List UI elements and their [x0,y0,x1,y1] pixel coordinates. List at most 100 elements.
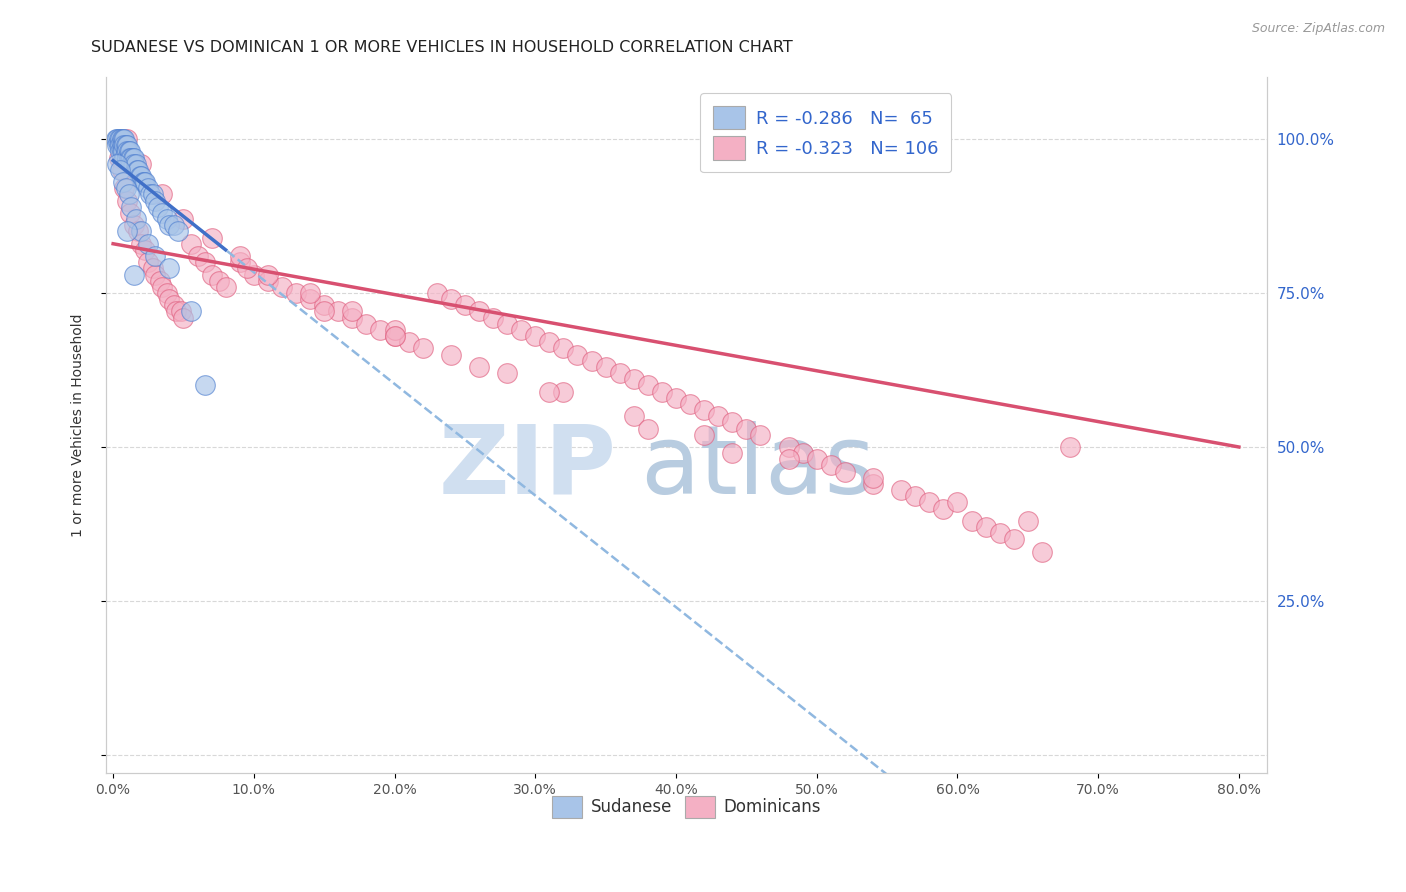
Point [169,304,191,318]
Point [132,175,155,189]
Point [150,187,173,202]
Point [440,348,463,362]
Point [299,292,322,306]
Point [110,162,132,177]
Point [194,378,217,392]
Point [108,132,131,146]
Point [138,187,160,202]
Point [115,194,138,208]
Point [862,477,884,491]
Point [482,310,505,325]
Point [236,261,259,276]
Point [118,145,141,159]
Point [538,384,561,399]
Point [918,495,941,509]
Point [107,132,129,146]
Point [120,151,142,165]
Point [108,145,131,159]
Point [166,224,188,238]
Point [974,520,997,534]
Point [314,298,336,312]
Point [595,359,617,374]
Point [118,206,141,220]
Point [384,323,406,337]
Point [1017,514,1039,528]
Point [121,156,143,170]
Point [468,304,491,318]
Point [468,359,491,374]
Point [187,249,209,263]
Point [129,224,152,238]
Point [820,458,842,473]
Point [538,335,561,350]
Point [111,132,134,146]
Point [412,342,434,356]
Point [110,145,132,159]
Point [194,255,217,269]
Point [384,329,406,343]
Point [136,236,159,251]
Text: Source: ZipAtlas.com: Source: ZipAtlas.com [1251,22,1385,36]
Point [623,372,645,386]
Point [108,138,131,153]
Point [946,495,969,509]
Point [162,219,184,233]
Point [370,323,392,337]
Point [115,145,138,159]
Point [960,514,983,528]
Point [112,151,135,165]
Point [243,268,266,282]
Point [581,353,603,368]
Point [229,255,252,269]
Point [104,132,127,146]
Point [117,145,139,159]
Point [124,212,146,227]
Point [342,304,364,318]
Point [215,280,238,294]
Point [118,151,141,165]
Point [440,292,463,306]
Point [179,236,201,251]
Point [356,317,378,331]
Point [155,285,177,300]
Point [143,194,166,208]
Point [496,317,519,331]
Point [111,175,134,189]
Point [201,230,224,244]
Point [143,249,166,263]
Point [124,156,146,170]
Point [107,151,129,165]
Point [806,452,828,467]
Point [172,310,194,325]
Point [201,268,224,282]
Point [129,169,152,183]
Point [426,285,449,300]
Point [122,156,145,170]
Point [988,526,1011,541]
Point [721,446,744,460]
Point [105,138,128,153]
Point [749,427,772,442]
Point [609,366,631,380]
Point [553,384,575,399]
Point [314,304,336,318]
Point [271,280,294,294]
Point [890,483,912,497]
Point [131,175,153,189]
Point [735,421,758,435]
Point [150,206,173,220]
Point [693,403,716,417]
Point [524,329,547,343]
Point [157,292,180,306]
Point [115,224,138,238]
Point [651,384,673,399]
Point [299,285,322,300]
Point [496,366,519,380]
Point [141,187,163,202]
Point [398,335,420,350]
Point [117,151,139,165]
Point [122,219,145,233]
Point [120,200,142,214]
Point [136,255,159,269]
Point [134,243,156,257]
